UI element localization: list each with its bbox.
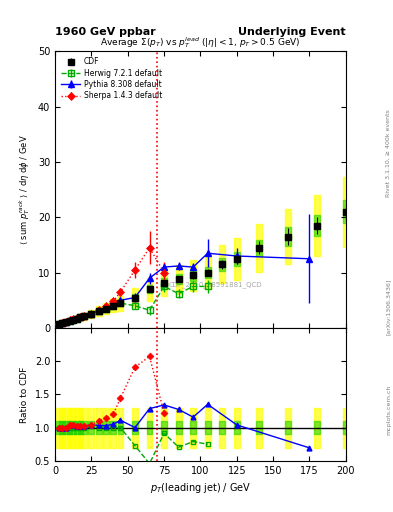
X-axis label: $p_T$(leading jet) / GeV: $p_T$(leading jet) / GeV (150, 481, 251, 495)
Y-axis label: Ratio to CDF: Ratio to CDF (20, 366, 29, 422)
Text: mcplots.cern.ch: mcplots.cern.ch (386, 385, 391, 435)
Text: 1960 GeV ppbar: 1960 GeV ppbar (55, 27, 156, 37)
Y-axis label: $\langle$ sum $p_T^{rack}$ $\rangle$ / d$\eta$ d$\phi$ / GeV: $\langle$ sum $p_T^{rack}$ $\rangle$ / d… (17, 134, 32, 245)
Text: CDF_2010_S8591881_QCD: CDF_2010_S8591881_QCD (168, 282, 262, 288)
Legend: CDF, Herwig 7.2.1 default, Pythia 8.308 default, Sherpa 1.4.3 default: CDF, Herwig 7.2.1 default, Pythia 8.308 … (59, 55, 165, 102)
Text: Rivet 3.1.10, ≥ 400k events: Rivet 3.1.10, ≥ 400k events (386, 110, 391, 198)
Title: Average $\Sigma(p_T)$ vs $p_T^{lead}$ ($|\eta| < 1$, $p_T > 0.5$ GeV): Average $\Sigma(p_T)$ vs $p_T^{lead}$ ($… (100, 35, 301, 50)
Text: [arXiv:1306.3436]: [arXiv:1306.3436] (386, 279, 391, 335)
Text: Underlying Event: Underlying Event (238, 27, 346, 37)
